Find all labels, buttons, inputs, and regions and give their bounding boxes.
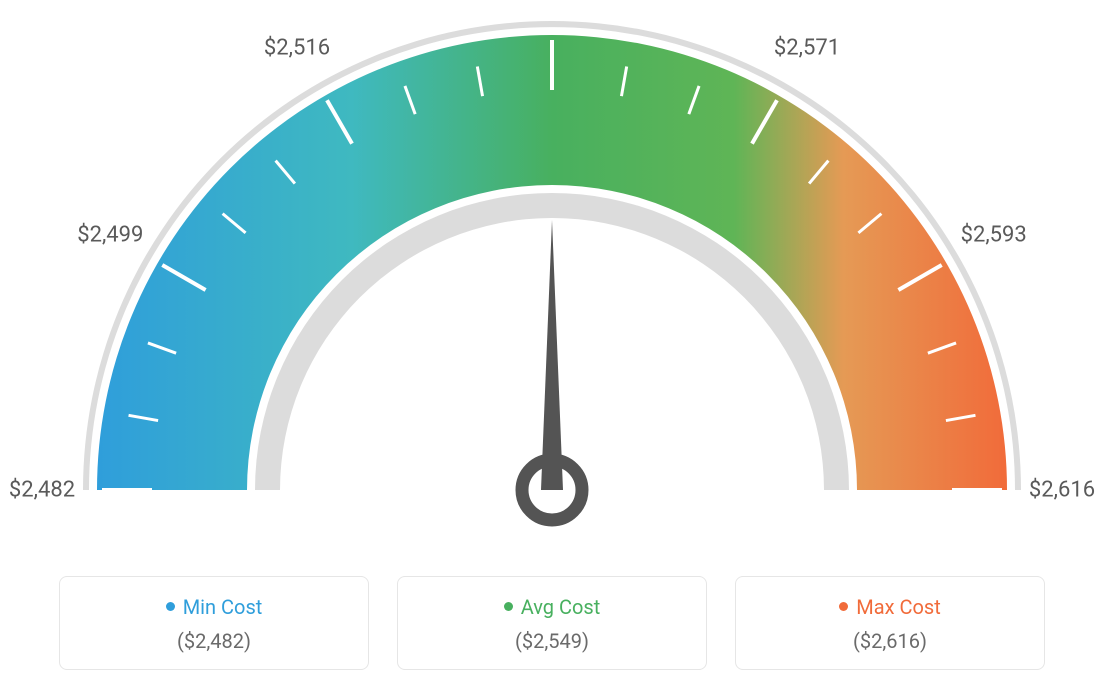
legend-label: Max Cost — [856, 595, 941, 619]
gauge-container: $2,482$2,499$2,516$2,549$2,571$2,593$2,6… — [0, 0, 1104, 560]
gauge-tick-label: $2,616 — [1029, 478, 1095, 503]
legend-title: Min Cost — [70, 595, 358, 619]
legend-card: Avg Cost ($2,549) — [397, 576, 707, 670]
legend-title: Avg Cost — [408, 595, 696, 619]
gauge-tick-label: $2,516 — [264, 36, 330, 61]
legend-value: ($2,549) — [408, 629, 696, 653]
legend-card: Max Cost ($2,616) — [735, 576, 1045, 670]
gauge-tick-label: $2,499 — [77, 223, 143, 248]
legend-title: Max Cost — [746, 595, 1034, 619]
legend-value: ($2,482) — [70, 629, 358, 653]
legend-dot-icon — [504, 602, 513, 611]
gauge-needle — [541, 220, 563, 490]
legend-value: ($2,616) — [746, 629, 1034, 653]
legend-dot-icon — [839, 602, 848, 611]
legend-label: Min Cost — [183, 595, 263, 619]
gauge-tick-label: $2,593 — [961, 223, 1027, 248]
gauge-tick-label: $2,482 — [9, 478, 75, 503]
gauge-tick-label: $2,571 — [774, 36, 840, 61]
legend-label: Avg Cost — [521, 595, 601, 619]
legend-card: Min Cost ($2,482) — [59, 576, 369, 670]
legend-dot-icon — [166, 602, 175, 611]
legend-row: Min Cost ($2,482) Avg Cost ($2,549) Max Cost… — [0, 576, 1104, 670]
gauge-svg — [0, 0, 1104, 560]
